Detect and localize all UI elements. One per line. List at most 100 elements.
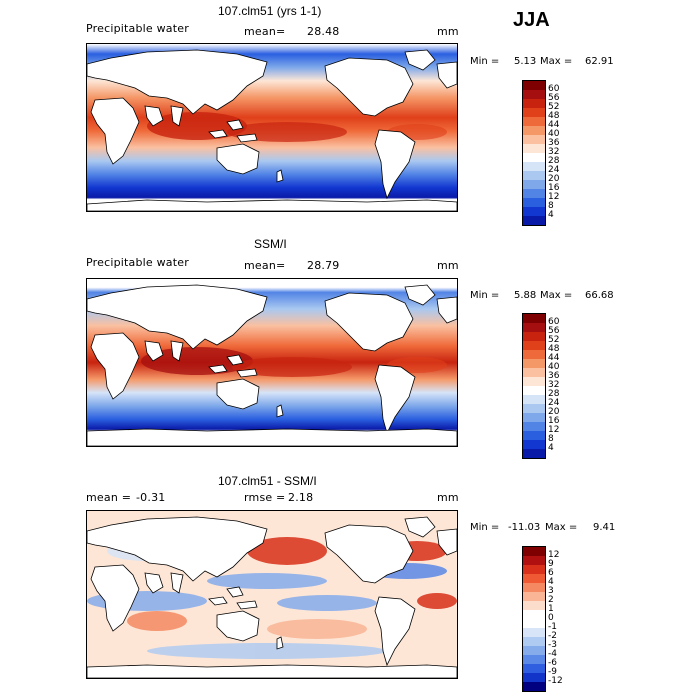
colorbar-swatch xyxy=(523,207,545,216)
panel3-map-svg xyxy=(87,511,457,678)
colorbar-tick-label: 32 xyxy=(548,146,560,157)
colorbar-tick-label: 8 xyxy=(548,200,554,211)
panel1-mean-value: 28.48 xyxy=(307,25,340,38)
panel3-map xyxy=(86,510,458,679)
panel3-mean-label: mean = xyxy=(86,491,132,504)
panel1-variable-label: Precipitable water xyxy=(86,22,189,35)
colorbar-tick-label: 4 xyxy=(548,576,554,587)
colorbar-swatch xyxy=(523,547,545,556)
colorbar-tick-label: 16 xyxy=(548,415,560,426)
colorbar-tick-label: -9 xyxy=(548,666,557,677)
colorbar-tick-label: 20 xyxy=(548,406,560,417)
panel3-min-label: Min = xyxy=(470,522,500,533)
panel1-mean-label: mean= xyxy=(244,25,286,38)
colorbar-tick-label: 20 xyxy=(548,173,560,184)
colorbar-swatch xyxy=(523,189,545,198)
season-label: JJA xyxy=(513,9,550,31)
colorbar-tick-label: 44 xyxy=(548,352,560,363)
colorbar-tick-label: -12 xyxy=(548,675,563,686)
panel1-unit: mm xyxy=(437,25,459,38)
colorbar-swatch xyxy=(523,682,545,691)
colorbar-tick-label: 40 xyxy=(548,361,560,372)
colorbar-tick-label: 12 xyxy=(548,191,560,202)
colorbar-swatch xyxy=(523,323,545,332)
colorbar-swatch xyxy=(523,359,545,368)
colorbar-swatch xyxy=(523,180,545,189)
colorbar-swatch xyxy=(523,314,545,323)
panel2-title: SSM/I xyxy=(254,237,287,251)
panel3-unit: mm xyxy=(437,491,459,504)
panel2-unit: mm xyxy=(437,259,459,272)
colorbar-swatch xyxy=(523,153,545,162)
panel2-map-svg xyxy=(87,279,457,446)
panel2-max-value: 66.68 xyxy=(585,290,614,301)
colorbar-swatch xyxy=(523,368,545,377)
colorbar-tick-label: 56 xyxy=(548,325,560,336)
colorbar-tick-label: 6 xyxy=(548,567,554,578)
colorbar-swatch xyxy=(523,601,545,610)
panel2-min-label: Min = xyxy=(470,290,500,301)
panel3-title: 107.clm51 - SSM/I xyxy=(218,474,317,488)
colorbar-tick-label: 3 xyxy=(548,585,554,596)
colorbar-tick-label: 48 xyxy=(548,343,560,354)
colorbar-swatch xyxy=(523,198,545,207)
colorbar-tick-label: -6 xyxy=(548,657,557,668)
colorbar-swatch xyxy=(523,117,545,126)
colorbar-tick-label: 32 xyxy=(548,379,560,390)
colorbar-tick-label: 60 xyxy=(548,316,560,327)
colorbar-tick-label: 24 xyxy=(548,397,560,408)
colorbar-tick-label: 52 xyxy=(548,334,560,345)
panel3-rmse-value: 2.18 xyxy=(288,491,314,504)
colorbar-swatch xyxy=(523,592,545,601)
panel3-mean-value: -0.31 xyxy=(136,491,166,504)
panel3-max-value: 9.41 xyxy=(593,522,616,533)
colorbar-tick-label: 4 xyxy=(548,209,554,220)
colorbar-swatch xyxy=(523,341,545,350)
panel2-colorbar xyxy=(522,313,546,459)
colorbar-swatch xyxy=(523,81,545,90)
panel2-min-value: 5.88 xyxy=(514,290,537,301)
panel1-max-value: 62.91 xyxy=(585,56,614,67)
colorbar-tick-label: 1 xyxy=(548,603,554,614)
colorbar-tick-label: 36 xyxy=(548,370,560,381)
panel2-variable-label: Precipitable water xyxy=(86,256,189,269)
colorbar-swatch xyxy=(523,144,545,153)
colorbar-swatch xyxy=(523,583,545,592)
colorbar-tick-label: -4 xyxy=(548,648,557,659)
colorbar-tick-label: 12 xyxy=(548,424,560,435)
colorbar-swatch xyxy=(523,99,545,108)
colorbar-swatch xyxy=(523,216,545,225)
colorbar-swatch xyxy=(523,556,545,565)
colorbar-tick-label: 36 xyxy=(548,137,560,148)
colorbar-swatch xyxy=(523,664,545,673)
colorbar-swatch xyxy=(523,404,545,413)
colorbar-swatch xyxy=(523,637,545,646)
panel2-mean-value: 28.79 xyxy=(307,259,340,272)
colorbar-tick-label: 8 xyxy=(548,433,554,444)
colorbar-swatch xyxy=(523,171,545,180)
panel1-max-label: Max = xyxy=(540,56,573,67)
colorbar-swatch xyxy=(523,673,545,682)
panel1-title: 107.clm51 (yrs 1-1) xyxy=(218,4,322,18)
colorbar-swatch xyxy=(523,619,545,628)
colorbar-swatch xyxy=(523,162,545,171)
colorbar-swatch xyxy=(523,574,545,583)
colorbar-tick-label: 44 xyxy=(548,119,560,130)
colorbar-swatch xyxy=(523,655,545,664)
colorbar-swatch xyxy=(523,431,545,440)
colorbar-swatch xyxy=(523,440,545,449)
colorbar-tick-label: 40 xyxy=(548,128,560,139)
panel1-min-label: Min = xyxy=(470,56,500,67)
colorbar-swatch xyxy=(523,449,545,458)
colorbar-swatch xyxy=(523,377,545,386)
panel1-map-svg xyxy=(87,44,457,211)
panel3-rmse-label: rmse = xyxy=(244,491,286,504)
colorbar-swatch xyxy=(523,135,545,144)
colorbar-swatch xyxy=(523,108,545,117)
panel3-max-label: Max = xyxy=(545,522,578,533)
colorbar-swatch xyxy=(523,350,545,359)
colorbar-tick-label: 16 xyxy=(548,182,560,193)
colorbar-tick-label: 9 xyxy=(548,558,554,569)
colorbar-swatch xyxy=(523,126,545,135)
colorbar-tick-label: -2 xyxy=(548,630,557,641)
